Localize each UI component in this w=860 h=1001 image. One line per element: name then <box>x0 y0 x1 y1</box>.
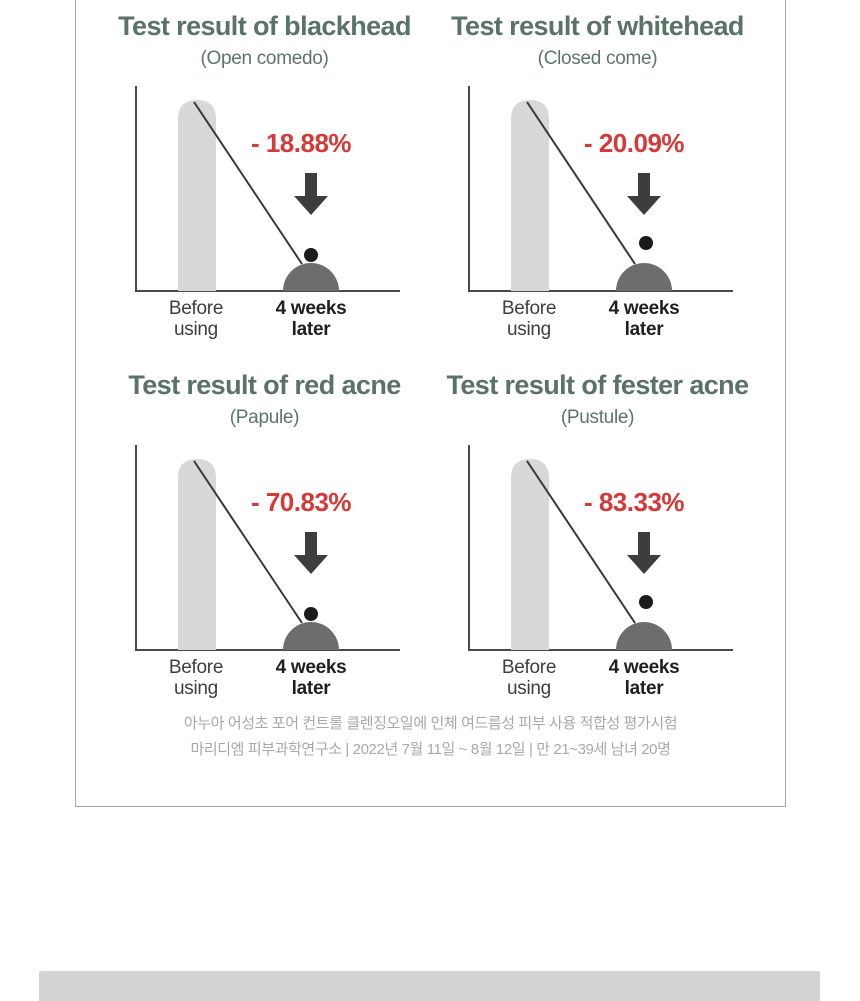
chart-subtitle: (Closed come) <box>537 48 658 69</box>
charts-grid: Test result of blackhead (Open comedo) -… <box>76 0 785 705</box>
chart-canvas <box>468 86 733 292</box>
percent-change-label: - 83.33% <box>583 487 685 517</box>
chart-canvas <box>135 86 400 292</box>
data-point-dot <box>639 595 653 609</box>
axes-lines <box>468 445 733 651</box>
study-footnote-line1: 아누아 어성초 포어 컨트롤 클렌징오일에 인체 여드름성 피부 사용 적합성 … <box>183 715 678 732</box>
after-bar <box>283 622 339 650</box>
chart-title: Test result of whitehead <box>451 11 744 41</box>
bar-chart-figure: - 70.83% Before using 4 weeks later <box>134 445 401 705</box>
percent-change-label: - 70.83% <box>250 487 352 517</box>
bar-chart-figure: - 18.88% Before using 4 weeks later <box>134 86 401 346</box>
data-point-dot <box>639 236 653 250</box>
trend-line <box>526 460 636 624</box>
chart-title: Test result of blackhead <box>118 11 411 41</box>
data-point-dot <box>304 248 318 262</box>
chart-canvas <box>135 445 400 651</box>
x-label-after: 4 weeks later <box>275 657 347 699</box>
chart-card-fester-acne: Test result of fester acne (Pustule) - 8… <box>431 368 764 705</box>
after-bar <box>616 622 672 650</box>
percent-change-label: - 20.09% <box>583 128 685 158</box>
x-label-after: 4 weeks later <box>275 298 347 340</box>
x-label-before: Before using <box>501 657 557 699</box>
down-arrow-icon <box>294 173 328 215</box>
before-bar <box>178 459 216 650</box>
next-section-strip <box>39 971 820 1001</box>
after-bar <box>616 263 672 291</box>
axes-lines <box>135 86 400 292</box>
test-results-panel: Test result of blackhead (Open comedo) -… <box>75 0 786 807</box>
chart-card-red-acne: Test result of red acne (Papule) - 70.83… <box>98 368 431 705</box>
bar-chart-figure: - 83.33% Before using 4 weeks later <box>467 445 734 705</box>
before-bar <box>511 100 549 291</box>
chart-subtitle: (Pustule) <box>560 407 635 428</box>
chart-subtitle: (Open comedo) <box>200 48 329 69</box>
x-label-after: 4 weeks later <box>608 657 680 699</box>
before-bar <box>511 459 549 650</box>
study-footnote-line2: 마리디엠 피부과학연구소 | 2022년 7월 11일 ~ 8월 12일 | 만… <box>190 741 671 758</box>
trend-line <box>193 101 303 265</box>
x-label-before: Before using <box>501 298 557 340</box>
x-label-after: 4 weeks later <box>608 298 680 340</box>
down-arrow-icon <box>627 532 661 574</box>
trend-line <box>193 460 303 624</box>
chart-subtitle: (Papule) <box>229 407 300 428</box>
percent-change-label: - 18.88% <box>250 128 352 158</box>
chart-canvas <box>468 445 733 651</box>
axes-lines <box>135 445 400 651</box>
x-label-before: Before using <box>168 657 224 699</box>
before-bar <box>178 100 216 291</box>
axes-lines <box>468 86 733 292</box>
study-footnote: 아누아 어성초 포어 컨트롤 클렌징오일에 인체 여드름성 피부 사용 적합성 … <box>76 711 785 763</box>
data-point-dot <box>304 607 318 621</box>
chart-title: Test result of fester acne <box>446 370 749 400</box>
down-arrow-icon <box>294 532 328 574</box>
bar-chart-figure: - 20.09% Before using 4 weeks later <box>467 86 734 346</box>
down-arrow-icon <box>627 173 661 215</box>
x-label-before: Before using <box>168 298 224 340</box>
chart-title: Test result of red acne <box>128 370 401 400</box>
trend-line <box>526 101 636 265</box>
after-bar <box>283 263 339 291</box>
chart-card-blackhead: Test result of blackhead (Open comedo) -… <box>98 9 431 346</box>
chart-card-whitehead: Test result of whitehead (Closed come) -… <box>431 9 764 346</box>
